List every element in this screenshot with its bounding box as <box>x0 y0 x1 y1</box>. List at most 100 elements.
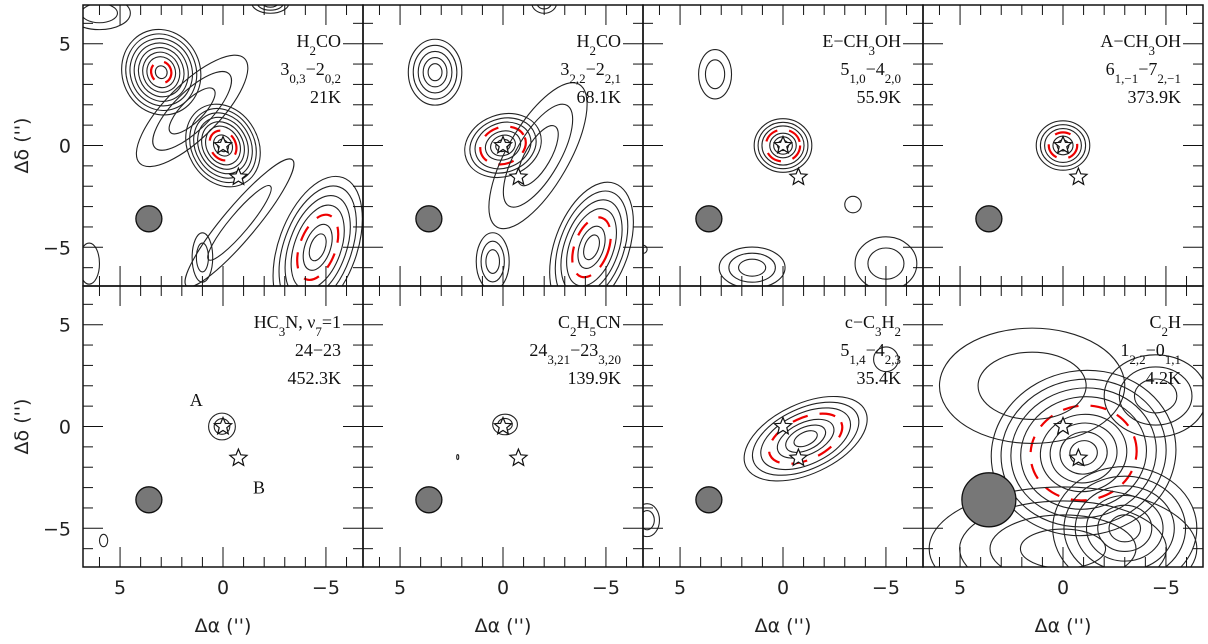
label-text: c−C <box>845 312 875 332</box>
contour <box>718 246 786 286</box>
label-text: 35.4K <box>857 368 902 388</box>
annotation: B <box>253 478 265 498</box>
contour <box>1052 466 1198 567</box>
label-text: 21K <box>310 87 341 107</box>
contour <box>1097 504 1153 553</box>
label-text: OH <box>1155 31 1181 51</box>
contour-red <box>1047 131 1079 160</box>
contour-red <box>767 412 844 465</box>
label-text: 68.1K <box>577 87 622 107</box>
panel-label: C2H5CN <box>558 312 621 339</box>
contour <box>753 118 813 173</box>
panel-label: 243,21−233,20 <box>529 340 621 367</box>
contours <box>1035 120 1091 171</box>
x-axis-label: Δα ('') <box>1035 615 1092 637</box>
contour <box>776 418 835 459</box>
contour <box>488 82 588 230</box>
contour <box>474 121 532 170</box>
contour <box>212 134 234 157</box>
x-tick-label: 0 <box>1057 577 1069 599</box>
contour <box>793 430 818 448</box>
contour-red <box>571 216 612 279</box>
contour <box>278 185 357 286</box>
label-text: C <box>1149 312 1161 332</box>
label-subscript: 3 <box>869 43 876 58</box>
contour <box>502 103 574 208</box>
label-subscript: 1,1 <box>1165 352 1181 367</box>
label-subscript: 3,21 <box>547 352 570 367</box>
contour <box>129 37 193 107</box>
contour-red <box>150 60 173 85</box>
source-star <box>1052 415 1074 436</box>
panel-label: 32,2−22,1 <box>560 59 621 86</box>
source-star <box>212 134 234 155</box>
source-star <box>1068 447 1089 467</box>
label-subscript: 3 <box>1149 43 1156 58</box>
contour <box>854 236 918 286</box>
panel-label: 373.9K <box>1128 87 1182 107</box>
label-text: H <box>576 31 589 51</box>
label-subscript: 0,3 <box>289 71 305 86</box>
x-tick-label: −5 <box>872 577 900 599</box>
contour <box>643 503 661 538</box>
contour <box>146 56 177 89</box>
label-text: N, ν <box>285 312 315 332</box>
label-text: 1 <box>1120 340 1129 360</box>
contour <box>125 33 198 111</box>
beam <box>695 205 723 233</box>
contour <box>168 87 216 135</box>
contours <box>456 413 518 461</box>
label-text: 3 <box>560 59 569 79</box>
source-star <box>772 415 794 436</box>
contour <box>201 121 245 170</box>
panel-label: 139.9K <box>568 368 622 388</box>
y-axis-label: Δδ ('') <box>11 118 33 174</box>
label-subscript: 1,4 <box>849 352 866 367</box>
label-text: H <box>1168 312 1181 332</box>
contour <box>195 242 209 273</box>
source-star <box>212 415 234 436</box>
contour <box>698 48 733 100</box>
label-text: −0 <box>1146 340 1165 360</box>
x-tick-label: −5 <box>592 577 620 599</box>
contour-red <box>296 213 340 281</box>
source-star <box>788 166 809 186</box>
label-text: 24 <box>529 340 547 360</box>
x-axis-label: Δα ('') <box>475 615 532 637</box>
label-text: CO <box>316 31 341 51</box>
annotation: A <box>190 390 203 410</box>
x-tick-label: 0 <box>777 577 789 599</box>
contour <box>560 199 623 286</box>
label-text: HC <box>254 312 279 332</box>
label-subscript: 2,2 <box>1129 352 1145 367</box>
label-text: 3 <box>280 59 289 79</box>
panel-label: 68.1K <box>577 87 622 107</box>
panel-label: H2CO <box>576 31 621 58</box>
label-text: −4 <box>866 59 885 79</box>
source-star <box>788 447 809 467</box>
contour <box>1049 422 1118 484</box>
label-text: 5 <box>840 59 849 79</box>
contour <box>422 57 448 88</box>
panel-label: A−CH3OH <box>1100 31 1181 58</box>
contour <box>83 5 119 24</box>
contour <box>1133 378 1178 414</box>
contours <box>98 412 236 548</box>
source-star <box>508 166 529 186</box>
contour <box>480 240 505 283</box>
contour <box>1108 514 1142 543</box>
beam <box>695 486 723 514</box>
beam <box>135 486 163 514</box>
label-text: 55.9K <box>857 87 902 107</box>
contour <box>728 252 776 283</box>
contour <box>492 413 518 436</box>
panel-label: 55.9K <box>857 87 902 107</box>
contour <box>1044 127 1082 164</box>
beam <box>415 486 443 514</box>
beam <box>975 205 1003 233</box>
contour <box>1039 124 1087 167</box>
